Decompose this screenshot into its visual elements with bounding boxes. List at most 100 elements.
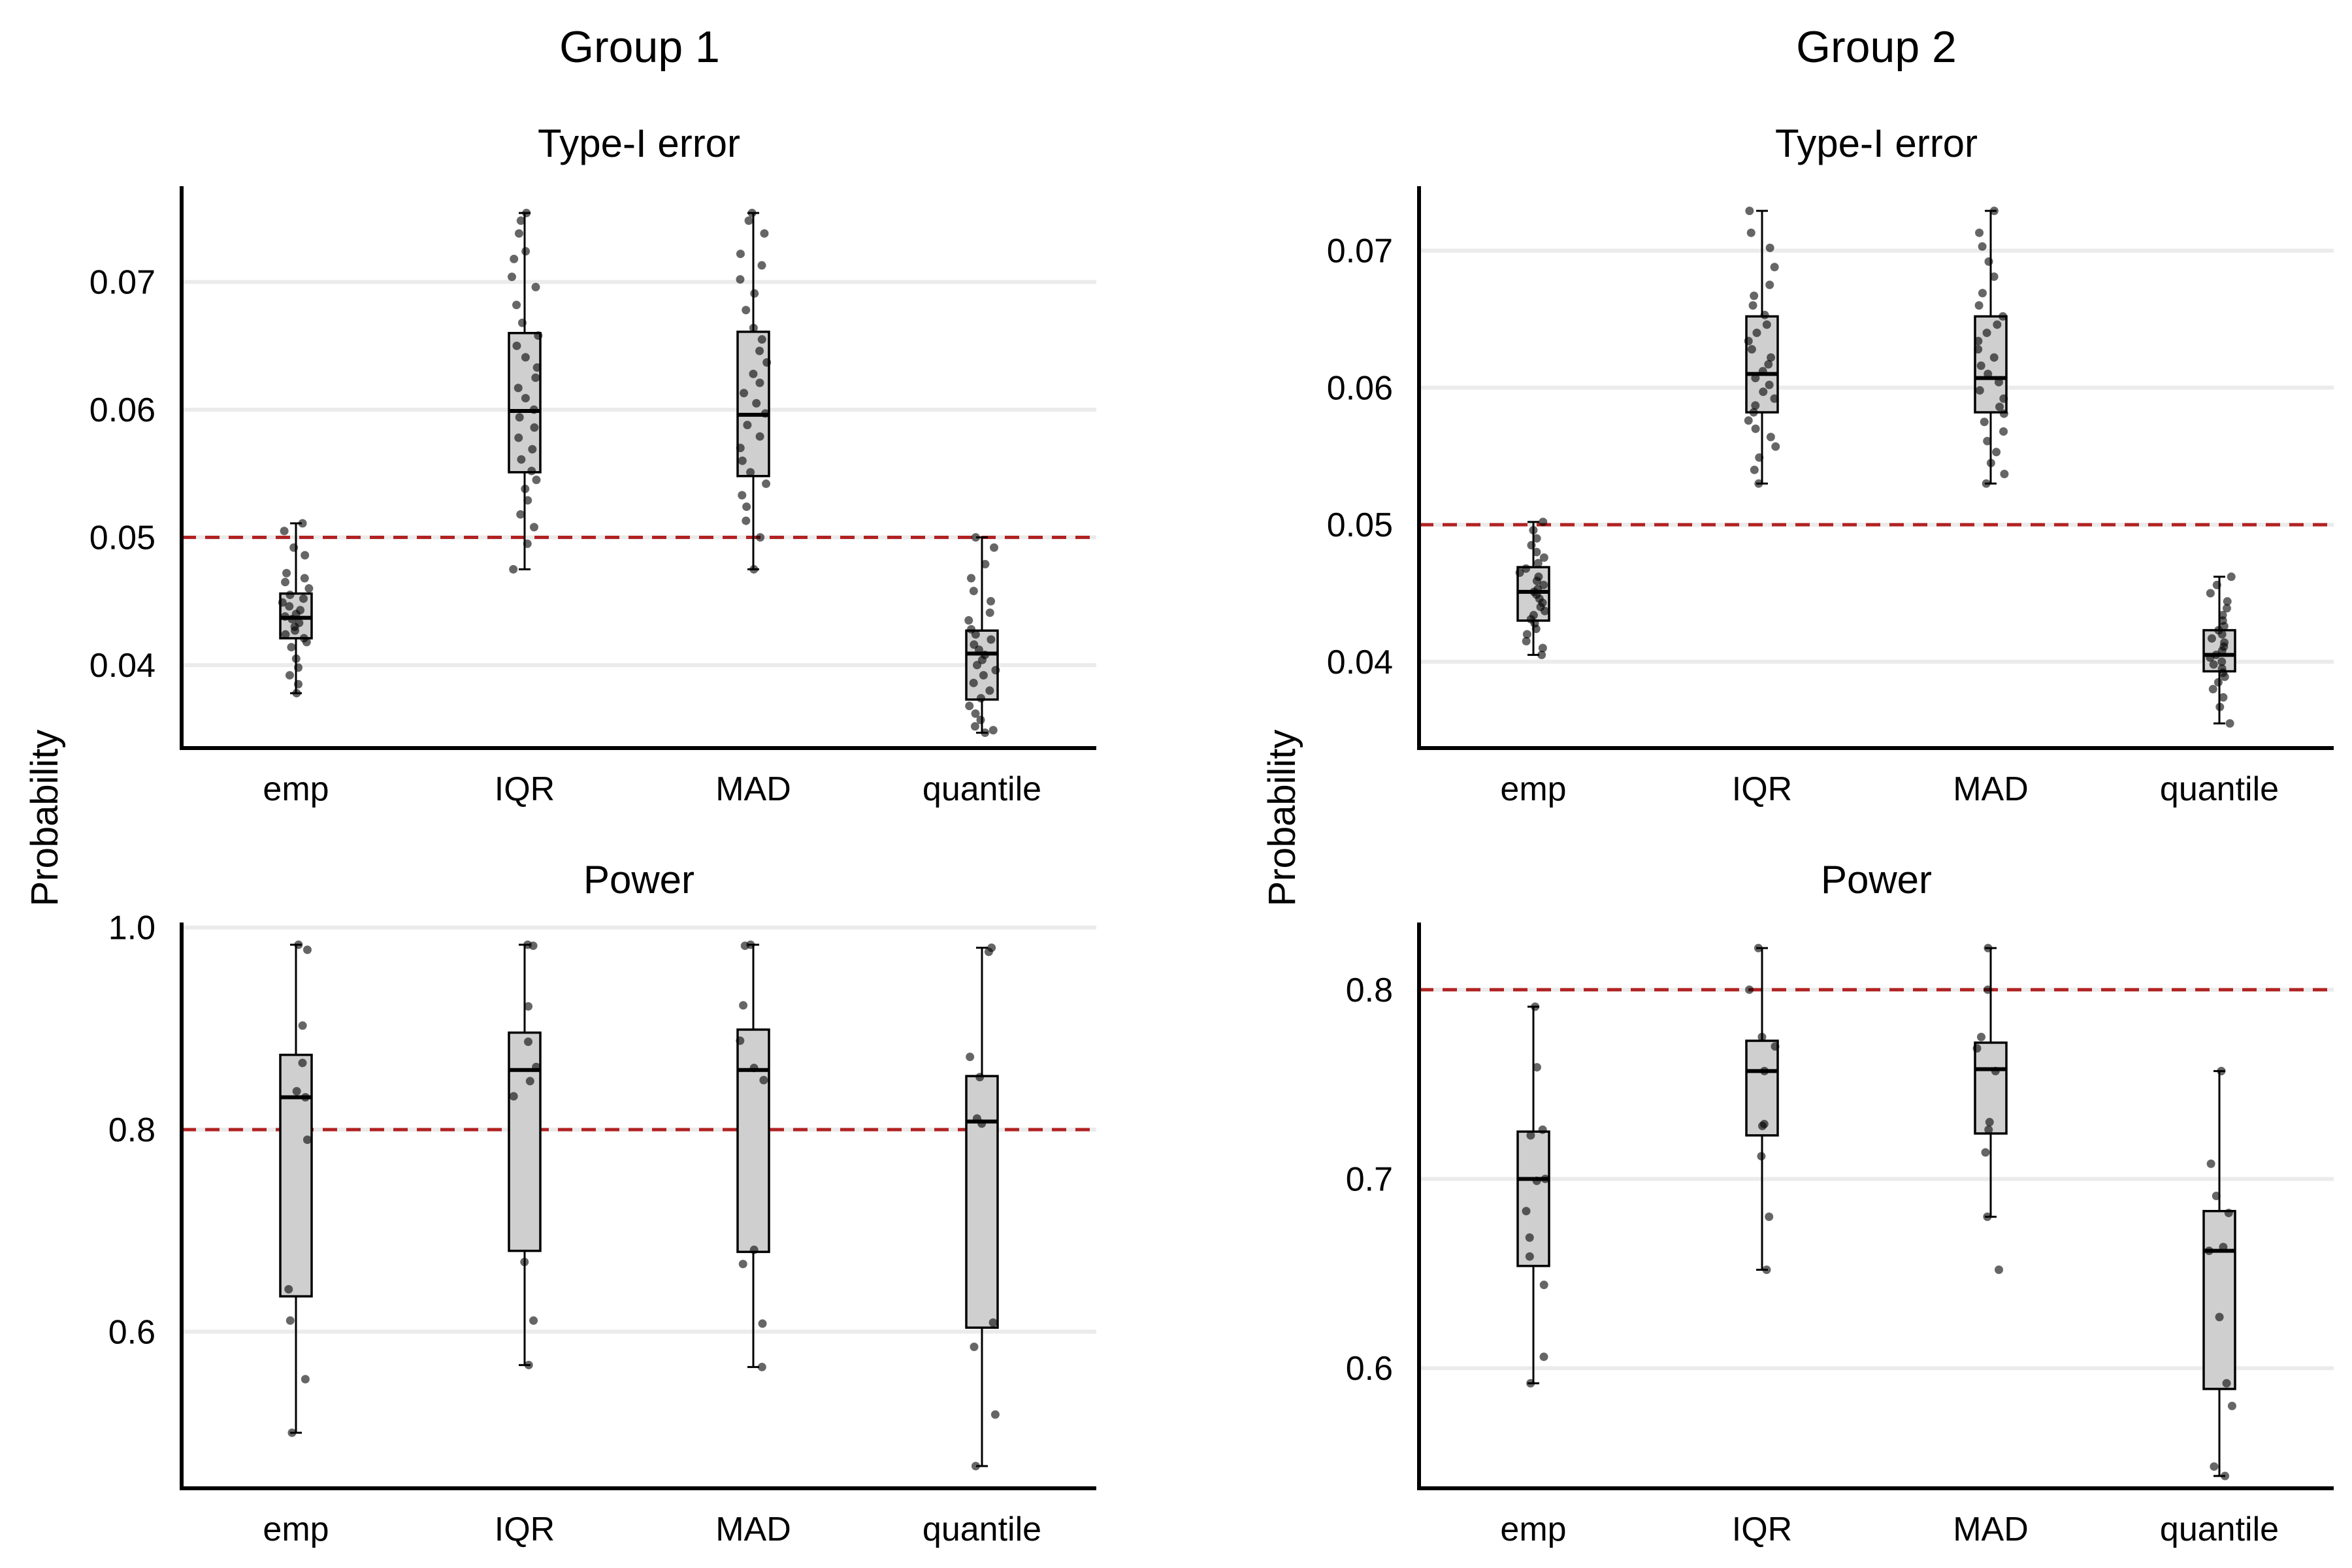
data-point [981, 560, 990, 569]
box-IQR [508, 212, 542, 570]
data-point [522, 208, 531, 218]
data-point [1755, 453, 1764, 462]
data-point [1749, 408, 1758, 417]
data-point [1984, 943, 1993, 953]
data-point [971, 709, 980, 718]
data-point [1526, 1131, 1535, 1140]
data-point [966, 574, 975, 583]
data-point [977, 1119, 987, 1128]
data-point [760, 409, 770, 418]
group-1-title: Group 1 [559, 22, 720, 72]
y-tick-label: 1.0 [108, 909, 155, 947]
data-point [1758, 367, 1767, 376]
data-point [1982, 328, 1991, 337]
data-point [1745, 985, 1754, 994]
panel-title: Type-I error [1775, 122, 1978, 165]
data-point [2221, 1471, 2230, 1480]
iqr-box [736, 1028, 770, 1253]
data-point [976, 694, 985, 703]
data-point [1976, 1032, 1985, 1041]
data-point [1986, 459, 1995, 468]
data-point [984, 947, 993, 956]
data-point [1994, 378, 2003, 387]
data-point [1767, 353, 1776, 362]
data-point [1757, 1032, 1767, 1041]
data-point [1538, 644, 1547, 653]
data-point [1972, 1044, 1982, 1053]
data-point [1539, 1352, 1548, 1362]
data-point [1982, 479, 1991, 488]
data-point [1765, 280, 1774, 289]
data-point [1744, 416, 1753, 425]
data-point [974, 645, 983, 654]
data-point [298, 1058, 307, 1068]
y-tick-label: 0.8 [1346, 972, 1393, 1009]
data-point [531, 282, 540, 291]
data-point [1541, 1174, 1550, 1183]
x-tick-label: quantile [923, 770, 1041, 808]
data-point [521, 393, 530, 402]
data-point [1984, 257, 1993, 266]
data-point [1522, 630, 1531, 639]
data-point [966, 1053, 975, 1062]
panel-title: Power [1821, 858, 1932, 902]
panel-3: Type-I error 0.04 0.05 0.06 0.07 emp IQR MAD qua… [1327, 122, 2334, 808]
data-point [512, 301, 521, 310]
data-point [1754, 479, 1763, 488]
x-tick-label: IQR [1732, 770, 1792, 808]
data-point [1992, 448, 2001, 457]
box-emp [279, 943, 313, 1434]
data-point [2219, 693, 2228, 702]
data-point [294, 663, 303, 672]
data-point [2206, 653, 2215, 662]
data-point [508, 272, 517, 282]
data-point [300, 574, 309, 583]
data-point [739, 1001, 748, 1010]
y-tick-label: 0.07 [1327, 233, 1393, 270]
data-point [2217, 646, 2227, 655]
data-point [987, 596, 996, 606]
data-point [524, 1002, 533, 1011]
data-point [2206, 589, 2215, 598]
data-point [521, 353, 530, 362]
data-point [1765, 243, 1774, 252]
data-point [1764, 360, 1773, 369]
data-point [534, 331, 543, 340]
data-point [514, 229, 523, 238]
data-point [1978, 289, 1987, 298]
data-point [304, 584, 314, 593]
data-point [524, 1037, 533, 1046]
y-tick-label: 0.6 [108, 1313, 155, 1351]
y-tick-label: 0.06 [1327, 369, 1393, 407]
data-point [1989, 206, 1999, 216]
data-point [1751, 401, 1760, 410]
x-tick-label: IQR [495, 770, 555, 808]
data-point [750, 289, 759, 298]
data-point [1527, 541, 1536, 550]
data-point [1760, 1066, 1769, 1075]
data-point [528, 445, 537, 454]
data-point [736, 275, 745, 284]
y-tick-label: 0.04 [1327, 644, 1393, 681]
data-point [292, 1086, 301, 1096]
data-point [510, 254, 519, 263]
data-point [736, 444, 745, 453]
panel-title: Power [583, 858, 694, 902]
x-tick-label: IQR [1732, 1511, 1792, 1548]
data-point [1985, 1118, 1994, 1127]
data-point [755, 378, 764, 387]
data-point [742, 516, 751, 525]
y-tick-label: 0.8 [108, 1111, 155, 1149]
data-point [298, 519, 307, 528]
panel-4: Power 0.6 0.7 0.8 emp IQR MAD quantile [1346, 858, 2334, 1548]
data-point [285, 671, 294, 680]
data-point [515, 413, 524, 422]
data-point [530, 423, 539, 432]
data-point [736, 250, 745, 259]
data-point [529, 941, 538, 951]
data-point [1984, 1125, 1993, 1134]
data-point [284, 1284, 293, 1294]
data-point [1539, 1281, 1548, 1290]
data-point [1984, 369, 1993, 378]
